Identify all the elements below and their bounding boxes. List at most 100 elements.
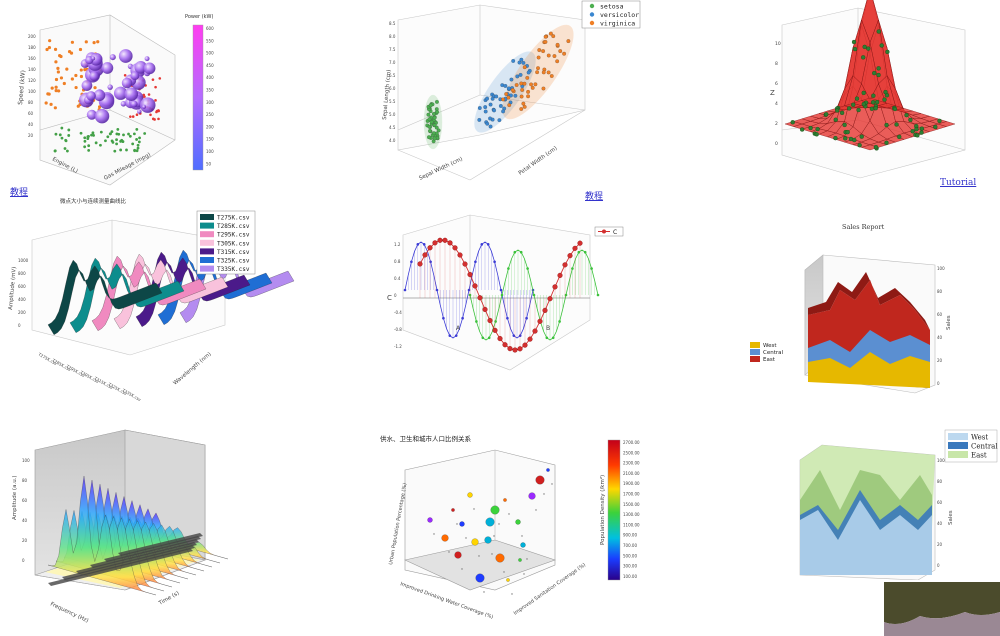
iris-point-versicolor <box>501 109 505 114</box>
amplitude-z-ticks: 100 80 60 40 20 0 <box>22 458 30 563</box>
sine-green-marker <box>583 250 587 254</box>
waterfall-legend-label: T275K.csv <box>217 215 250 222</box>
tutorial-link-2[interactable]: 教程 <box>585 192 604 202</box>
iris-point-virginica <box>529 82 533 87</box>
power-colorbar-title: Power (kW) <box>185 14 213 20</box>
sine-red-marker <box>447 240 453 246</box>
gaussian-data-point <box>824 112 829 117</box>
iris-point-virginica <box>514 83 519 87</box>
gaussian-data-point <box>894 122 899 127</box>
bubble-point-purple <box>120 101 127 107</box>
bubble-point-green <box>122 133 125 137</box>
bubble-point-red <box>123 73 127 77</box>
bubble-point-purple <box>89 71 100 81</box>
bubble-point-orange <box>54 60 58 64</box>
waterfall-legend-label: T285K.csv <box>217 223 250 230</box>
population-colorbar-tick: 2300.00 <box>623 461 640 466</box>
gaussian-data-point <box>854 96 860 101</box>
bubble-point-purple <box>141 104 147 109</box>
sales-legend-swatch-central <box>750 349 760 355</box>
bubble-point-purple <box>130 100 138 108</box>
sales-legend-swatch-west <box>750 342 760 348</box>
amplitude-z-tick: 40 <box>22 518 28 523</box>
population-point-shadow <box>493 535 495 537</box>
waterfall-ribbons <box>47 247 295 335</box>
iris-z-tick: 4.5 <box>389 125 396 130</box>
iris-point-versicolor <box>483 105 488 109</box>
iris-point-virginica <box>525 75 530 80</box>
population-colorbar-tick: 2500.00 <box>623 450 640 455</box>
population-point-shadow <box>478 555 480 557</box>
gaussian-data-point <box>937 118 942 124</box>
iris-point-virginica <box>543 34 548 39</box>
waterfall-z-tick: 1000 <box>18 258 29 263</box>
sine-z-tick: -0.8 <box>394 327 402 332</box>
iris-point-virginica <box>506 95 511 100</box>
iris-point-setosa <box>432 115 437 120</box>
sine-green-marker <box>513 250 517 254</box>
corner-thumbnail <box>882 580 1000 636</box>
iris-point-versicolor <box>490 96 495 101</box>
iris-point-setosa <box>426 112 431 117</box>
bubble-point-green <box>60 126 64 130</box>
iris-point-setosa <box>427 117 432 122</box>
bubble-point-green <box>128 134 132 138</box>
panel-iris-3d: setosa versicolor virginica 8.5 8.0 7.5 7.0… <box>382 0 641 182</box>
bubble-point-red <box>157 117 160 121</box>
sine-blue-marker <box>416 243 420 246</box>
population-colorbar-ticks: 2700.00 2500.00 2300.00 2100.00 1900.00 1700.… <box>623 440 640 579</box>
iris-point-virginica <box>519 81 524 86</box>
sales-b-z-tick: 40 <box>937 521 943 526</box>
gaussian-data-point <box>851 102 856 107</box>
gaussian-data-point <box>814 132 819 137</box>
bubble-point-green <box>53 149 57 153</box>
sine-red-marker <box>467 271 473 278</box>
amplitude-x-axis-label: Frequency (Hz) <box>49 601 89 624</box>
iris-point-virginica <box>522 65 527 70</box>
bubble-point-orange <box>45 47 49 52</box>
iris-point-versicolor <box>485 121 490 126</box>
gaussian-data-point <box>862 44 867 50</box>
gaussian-data-point <box>873 144 879 150</box>
gaussian-data-point <box>866 46 871 51</box>
iris-point-virginica <box>562 51 567 56</box>
iris-point-virginica <box>548 31 553 36</box>
bubble-point-red <box>154 85 157 89</box>
sales-legend-swatch-east <box>750 356 760 362</box>
iris-z-tick: 6.5 <box>389 73 396 78</box>
bubble-point-green <box>66 149 69 153</box>
tutorial-link-3[interactable]: Tutorial <box>940 178 977 188</box>
bubble-point-green <box>136 143 140 147</box>
panel-amplitude-3d: 100 80 60 40 20 0 Amplitude (a.u.) Frequency … <box>12 429 229 624</box>
power-colorbar-tick: 250 <box>206 112 214 117</box>
sine-green-marker <box>500 293 504 297</box>
population-colorbar-tick: 1700.00 <box>623 492 640 497</box>
sine-legend-label: C <box>613 229 617 236</box>
iris-z-tick: 6.0 <box>389 86 396 91</box>
population-point-shadow <box>448 551 450 553</box>
waterfall-legend-swatch <box>200 222 214 229</box>
bubble-z-tick: 60 <box>28 111 34 116</box>
panel-population-3d: 供水、卫生和城市人口比例关系 2700.00 2500.00 2300.00 2100… <box>380 434 640 621</box>
sine-curves <box>403 237 600 353</box>
population-colorbar <box>607 439 621 581</box>
sine-red-marker <box>457 252 463 258</box>
bubble-point-green <box>99 143 102 147</box>
waterfall-ribbon <box>47 259 163 335</box>
bubble-z-tick: 40 <box>28 122 34 127</box>
bubble-z-tick: 140 <box>28 67 36 72</box>
iris-point-virginica <box>546 70 551 75</box>
population-point-shadow <box>523 573 525 575</box>
sales-b-legend-swatch-east <box>948 451 968 458</box>
waterfall-legend-swatch <box>200 231 214 238</box>
sine-green-marker <box>494 320 497 323</box>
bubble-point-red <box>154 99 157 102</box>
tutorial-link-1[interactable]: 教程 <box>10 188 29 198</box>
waterfall-z-tick: 800 <box>18 271 26 276</box>
bubble-point-purple <box>139 97 156 113</box>
bubble-point-orange <box>54 89 58 93</box>
bubble-point-green <box>113 149 117 153</box>
sine-red-marker <box>452 245 458 251</box>
bubble-point-orange <box>53 106 57 110</box>
